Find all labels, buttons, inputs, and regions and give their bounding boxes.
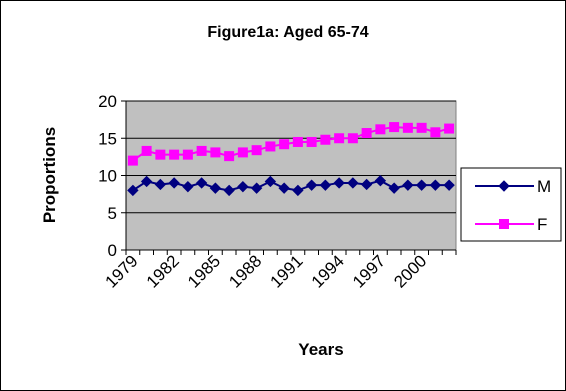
data-point <box>182 180 194 193</box>
data-point <box>319 179 332 191</box>
legend <box>460 167 562 242</box>
data-point <box>444 123 455 134</box>
data-point <box>210 147 221 158</box>
data-point <box>250 182 263 194</box>
legend-label: M <box>537 177 551 196</box>
x-tick-label: 2000 <box>390 251 430 291</box>
data-point <box>320 134 331 145</box>
legend-items: MF <box>475 177 551 234</box>
data-point <box>389 122 400 133</box>
data-point <box>155 149 166 160</box>
data-point <box>360 178 373 191</box>
data-point <box>140 175 153 188</box>
legend-item-M: M <box>475 177 551 196</box>
data-point <box>402 122 413 133</box>
data-point <box>292 184 304 197</box>
legend-item-F: F <box>475 215 547 234</box>
data-point <box>402 179 414 191</box>
series-F <box>127 122 455 166</box>
data-point <box>306 136 317 147</box>
data-point <box>237 180 249 193</box>
y-tick-label: 10 <box>98 167 117 186</box>
x-tick-label: 1982 <box>143 251 183 291</box>
data-point <box>334 133 345 144</box>
data-point <box>374 175 387 187</box>
data-point <box>361 128 372 139</box>
data-point <box>224 151 235 162</box>
y-tick-label: 0 <box>108 241 117 260</box>
data-point <box>499 219 509 229</box>
data-point <box>375 124 386 135</box>
data-point <box>195 177 208 189</box>
data-point <box>388 182 400 194</box>
x-tick-label: 1991 <box>267 251 307 291</box>
y-tick-label: 5 <box>108 204 117 223</box>
data-point <box>223 184 235 197</box>
x-tick-label: 1985 <box>184 251 224 291</box>
x-tick-label: 1994 <box>308 251 348 291</box>
data-point <box>305 179 318 191</box>
y-axis-title: Proportions <box>40 127 59 223</box>
x-tick-label: 1997 <box>349 251 389 291</box>
data-point <box>429 179 442 191</box>
data-point <box>141 145 152 156</box>
data-point <box>237 147 248 158</box>
legend-label: F <box>537 215 547 234</box>
axes <box>121 100 457 255</box>
data-point <box>264 175 277 188</box>
data-point <box>127 155 138 166</box>
data-point <box>168 177 180 189</box>
series-layer <box>127 122 455 197</box>
y-tick-label: 15 <box>98 129 117 148</box>
data-point <box>169 149 180 160</box>
data-point <box>251 145 262 156</box>
y-tick-labels: 0 5 10 15 20 <box>98 92 117 260</box>
x-tick-labels: 1979 1982 1985 1988 1991 1994 1997 2000 <box>102 251 431 291</box>
data-point <box>443 179 455 191</box>
data-point <box>333 177 345 189</box>
data-point <box>209 182 222 194</box>
x-axis-title: Years <box>298 340 343 359</box>
chart-title: Figure1a: Aged 65-74 <box>207 24 368 41</box>
data-point <box>196 145 207 156</box>
y-tick-label: 20 <box>98 92 117 111</box>
data-point <box>154 178 167 191</box>
data-point <box>127 184 139 197</box>
data-point <box>498 180 510 192</box>
data-point <box>182 149 193 160</box>
data-point <box>415 179 428 191</box>
data-point <box>430 127 441 138</box>
data-point <box>416 122 427 133</box>
data-point <box>278 182 290 194</box>
x-tick-label: 1988 <box>225 251 265 291</box>
data-point <box>292 136 303 147</box>
data-point <box>279 139 290 150</box>
data-point <box>347 177 359 189</box>
gridlines <box>126 100 456 214</box>
data-point <box>265 141 276 152</box>
series-M <box>127 175 455 197</box>
data-point <box>347 133 358 144</box>
